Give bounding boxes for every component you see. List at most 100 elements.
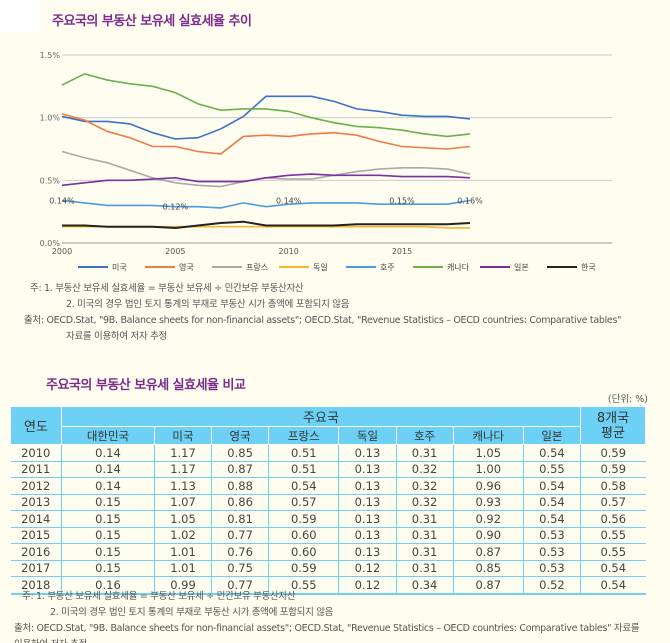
year-cell: 2017: [10, 560, 62, 577]
table-row: 2010 0.14 1.17 0.85 0.51 0.13 0.31 1.05 0.54 0.59: [10, 444, 646, 462]
table-row: 2018 0.16 0.99 0.77 0.55 0.12 0.34 0.87 0.52 0.54: [10, 576, 646, 595]
value-cell: 0.31: [395, 510, 454, 528]
value-cell: 1.07: [153, 494, 212, 511]
y-tick-label: 0.0%: [40, 239, 61, 248]
value-cell: 1.17: [153, 461, 212, 478]
legend-label: 프랑스: [246, 262, 268, 272]
column-header: 대한민국: [61, 426, 155, 445]
value-cell: 0.31: [395, 527, 454, 544]
value-cell: 0.87: [211, 461, 269, 478]
value-cell: 0.57: [580, 494, 646, 511]
value-cell: 0.87: [452, 543, 524, 561]
value-cell: 0.52: [522, 576, 581, 595]
series-line-7: [62, 220, 471, 229]
value-cell: 0.90: [452, 527, 524, 544]
year-cell: 2014: [10, 510, 62, 528]
series-line-4: [61, 199, 471, 209]
value-cell: 1.01: [153, 543, 212, 561]
value-cell: 0.34: [395, 576, 454, 595]
value-cell: 0.16: [61, 576, 155, 595]
table-row: 2013 0.15 1.07 0.86 0.57 0.13 0.32 0.93 0.54 0.57: [10, 494, 646, 511]
value-cell: 0.13: [338, 527, 397, 544]
value-cell: 0.15: [61, 494, 155, 511]
value-cell: 0.53: [522, 527, 581, 544]
value-cell: 0.88: [211, 477, 269, 495]
value-cell: 0.55: [580, 543, 646, 561]
value-cell: 1.01: [153, 560, 212, 577]
table-row: 2012 0.14 1.13 0.88 0.54 0.13 0.32 0.96 0.54 0.58: [10, 477, 646, 495]
x-tick-label: 2005: [165, 247, 185, 256]
value-cell: 0.59: [268, 510, 339, 528]
column-header: 호주: [395, 426, 454, 445]
value-cell: 1.02: [153, 527, 212, 544]
value-cell: 0.14: [61, 477, 155, 495]
column-header: 캐나다: [452, 426, 524, 445]
series-line-2: [61, 150, 471, 188]
value-cell: 1.00: [452, 461, 524, 478]
value-cell: 0.54: [522, 494, 581, 511]
value-cell: 0.53: [522, 543, 581, 561]
value-cell: 0.59: [580, 444, 646, 462]
value-cell: 0.13: [338, 477, 397, 495]
year-cell: 2016: [10, 543, 62, 561]
table-title: 주요국의 부동산 보유세 실효세율 비교: [46, 378, 246, 393]
avg-header-label: 8개국 평균: [596, 410, 630, 441]
value-cell: 0.32: [395, 461, 454, 478]
value-cell: 1.05: [153, 510, 212, 528]
value-cell: 0.12: [338, 576, 397, 595]
legend-label: 독일: [313, 263, 328, 272]
value-cell: 0.86: [211, 494, 269, 511]
legend-label: 캐나다: [447, 263, 470, 272]
value-cell: 0.53: [522, 560, 581, 577]
value-cell: 0.75: [211, 560, 269, 577]
value-cell: 0.15: [61, 560, 155, 577]
value-cell: 1.17: [153, 444, 212, 462]
source-2: 자료를 이용하여 저자 추정: [66, 331, 167, 342]
value-cell: 0.76: [211, 543, 269, 561]
value-cell: 0.56: [580, 510, 646, 528]
y-tick-label: 1.0%: [40, 114, 61, 123]
value-cell: 0.31: [395, 543, 454, 561]
value-cell: 0.60: [268, 543, 339, 561]
value-cell: 0.59: [580, 461, 646, 478]
chart-title: 주요국의 부동산 보유세 실효세율 추이: [52, 14, 252, 29]
y-tick-label: 0.5%: [40, 176, 61, 185]
legend-label: 일본: [514, 263, 529, 272]
value-cell: 0.54: [522, 444, 581, 462]
value-cell: 0.13: [338, 444, 397, 462]
value-cell: 0.81: [211, 510, 269, 528]
value-cell: 0.15: [61, 543, 155, 561]
value-cell: 0.58: [580, 477, 646, 495]
blank-box: [0, 0, 40, 32]
legend-label: 영국: [179, 262, 194, 272]
year-cell: 2015: [10, 527, 62, 544]
value-cell: 0.77: [211, 527, 269, 544]
value-cell: 0.54: [268, 477, 339, 495]
value-cell: 1.05: [452, 444, 524, 462]
source: 출처: OECD.Stat, "9B. Balance sheets for n…: [14, 623, 640, 643]
data-label: 0.12%: [163, 202, 189, 211]
legend-label: 호주: [380, 263, 395, 272]
data-label: 0.15%: [389, 196, 415, 205]
note-1: 주: 1. 부동산 보유세 실효세율 = 부동산 보유세 ÷ 민간보유 부동산자…: [30, 283, 304, 294]
value-cell: 0.13: [338, 543, 397, 561]
value-cell: 0.55: [522, 461, 581, 478]
x-tick-label: 2000: [52, 247, 72, 256]
year-cell: 2018: [10, 576, 62, 595]
table-notes: 주: 1. 부동산 보유세 실효세율 = 부동산 보유세 ÷ 민간보유 부동산자…: [14, 589, 644, 643]
x-tick-label: 2010: [278, 247, 298, 256]
value-cell: 0.54: [522, 510, 581, 528]
value-cell: 0.12: [338, 560, 397, 577]
legend-label: 한국: [581, 263, 596, 272]
column-header: 영국: [211, 426, 270, 445]
value-cell: 0.32: [395, 494, 454, 511]
value-cell: 0.55: [268, 576, 339, 595]
data-label: 0.14%: [49, 196, 75, 205]
table-row: 2014 0.15 1.05 0.81 0.59 0.13 0.31 0.92 0.54 0.56: [10, 510, 646, 528]
value-cell: 0.14: [61, 444, 155, 462]
group-header: 주요국: [61, 406, 581, 427]
value-cell: 0.93: [452, 494, 524, 511]
table-row: 2017 0.15 1.01 0.75 0.59 0.12 0.31 0.85 0.53 0.54: [10, 560, 646, 577]
value-cell: 0.77: [211, 576, 269, 595]
value-cell: 0.85: [452, 560, 524, 577]
